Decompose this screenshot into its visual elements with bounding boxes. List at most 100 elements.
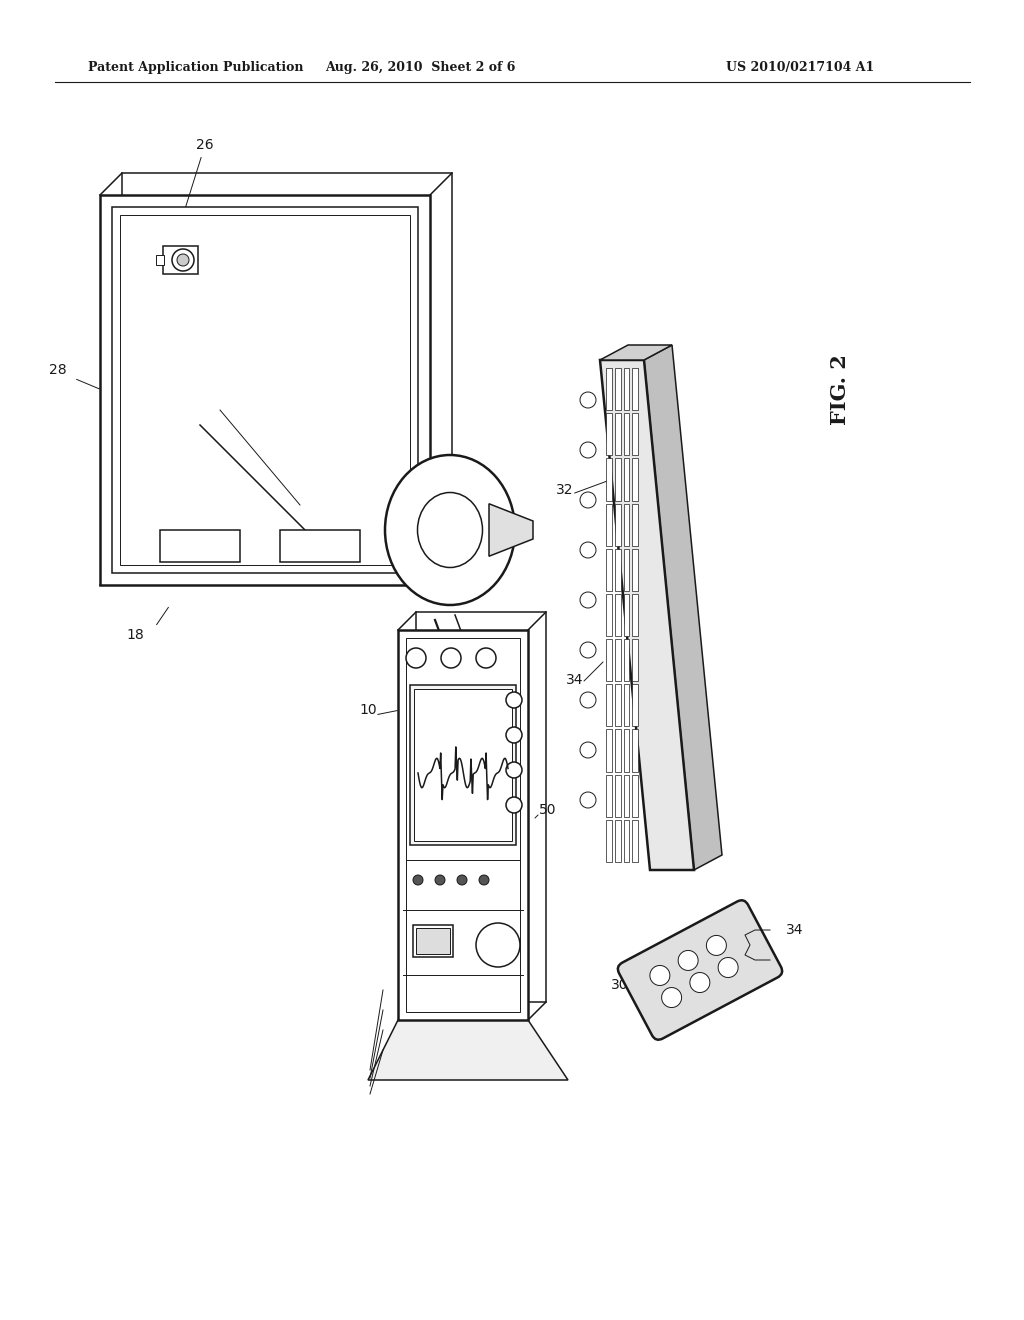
Bar — [624, 458, 630, 500]
Bar — [413, 925, 453, 957]
Bar — [632, 684, 638, 726]
Polygon shape — [110, 564, 447, 585]
Circle shape — [650, 965, 670, 986]
Circle shape — [678, 950, 698, 970]
Circle shape — [580, 692, 596, 708]
Bar — [416, 928, 450, 954]
Bar — [614, 639, 621, 681]
Circle shape — [690, 973, 710, 993]
Bar — [632, 503, 638, 545]
Text: 10: 10 — [359, 704, 377, 717]
Text: US 2010/0217104 A1: US 2010/0217104 A1 — [726, 62, 874, 74]
Bar — [624, 820, 630, 862]
Text: 28: 28 — [49, 363, 67, 378]
Bar — [606, 368, 611, 411]
Circle shape — [506, 727, 522, 743]
Text: 50: 50 — [540, 803, 557, 817]
Text: 30: 30 — [611, 978, 629, 993]
Polygon shape — [600, 345, 672, 360]
Bar — [632, 775, 638, 817]
Text: 34: 34 — [566, 673, 584, 686]
Bar — [156, 255, 164, 265]
Bar — [606, 730, 611, 772]
Polygon shape — [644, 345, 722, 870]
Bar — [100, 195, 430, 585]
Bar — [614, 503, 621, 545]
Circle shape — [441, 648, 461, 668]
Circle shape — [580, 792, 596, 808]
Bar — [632, 549, 638, 591]
Bar — [624, 639, 630, 681]
Bar — [632, 820, 638, 862]
Bar — [614, 413, 621, 455]
Bar — [614, 775, 621, 817]
Bar — [624, 730, 630, 772]
Bar — [624, 775, 630, 817]
Bar — [614, 549, 621, 591]
Bar — [606, 684, 611, 726]
Polygon shape — [368, 1020, 568, 1080]
Bar — [606, 820, 611, 862]
Text: 34: 34 — [786, 923, 804, 937]
Circle shape — [662, 987, 682, 1007]
Text: FIG. 2: FIG. 2 — [830, 355, 850, 425]
Circle shape — [172, 249, 194, 271]
FancyBboxPatch shape — [617, 900, 782, 1040]
Circle shape — [406, 648, 426, 668]
Circle shape — [580, 591, 596, 609]
Bar — [632, 594, 638, 636]
Circle shape — [580, 442, 596, 458]
Text: Patent Application Publication: Patent Application Publication — [88, 62, 303, 74]
Bar — [163, 246, 198, 275]
Circle shape — [506, 797, 522, 813]
Circle shape — [435, 875, 445, 884]
Bar — [614, 458, 621, 500]
Bar — [624, 594, 630, 636]
Bar — [606, 775, 611, 817]
Text: Aug. 26, 2010  Sheet 2 of 6: Aug. 26, 2010 Sheet 2 of 6 — [325, 62, 515, 74]
Text: 32: 32 — [556, 483, 573, 498]
Circle shape — [457, 875, 467, 884]
Circle shape — [580, 742, 596, 758]
Circle shape — [707, 936, 726, 956]
Bar — [416, 612, 546, 1002]
Ellipse shape — [418, 492, 482, 568]
Bar — [632, 413, 638, 455]
Circle shape — [476, 648, 496, 668]
Bar — [624, 549, 630, 591]
Circle shape — [580, 492, 596, 508]
Bar — [606, 594, 611, 636]
Bar — [606, 639, 611, 681]
Bar — [624, 684, 630, 726]
Bar — [112, 207, 418, 573]
Polygon shape — [489, 504, 534, 556]
Ellipse shape — [385, 455, 515, 605]
Bar — [280, 531, 360, 562]
Bar — [614, 684, 621, 726]
Circle shape — [177, 253, 189, 267]
Bar — [624, 368, 630, 411]
Bar — [410, 685, 516, 845]
Bar — [606, 458, 611, 500]
Bar — [414, 689, 512, 841]
Circle shape — [413, 875, 423, 884]
Bar — [614, 368, 621, 411]
Bar — [398, 630, 528, 1020]
Circle shape — [506, 692, 522, 708]
Bar — [614, 820, 621, 862]
Text: 18: 18 — [126, 628, 144, 642]
Circle shape — [506, 762, 522, 777]
Polygon shape — [600, 360, 694, 870]
Circle shape — [476, 923, 520, 968]
Bar — [624, 413, 630, 455]
Bar — [632, 368, 638, 411]
Bar — [606, 503, 611, 545]
Bar — [606, 549, 611, 591]
Bar — [632, 639, 638, 681]
Bar — [606, 413, 611, 455]
Circle shape — [580, 543, 596, 558]
Bar — [632, 730, 638, 772]
Bar — [624, 503, 630, 545]
Bar — [122, 173, 452, 564]
Bar — [614, 730, 621, 772]
